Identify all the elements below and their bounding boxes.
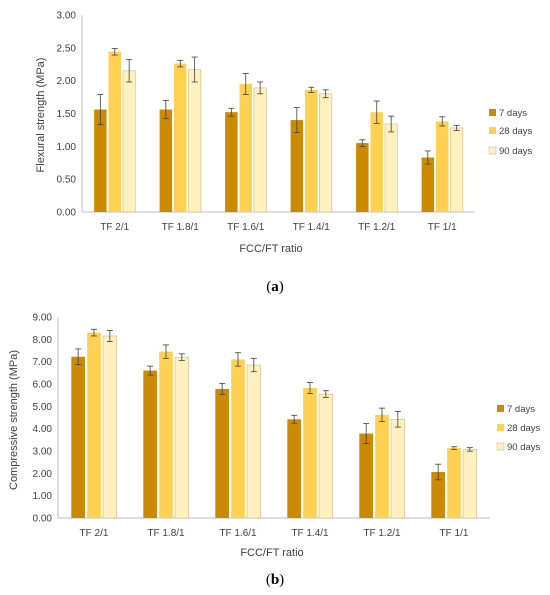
bar-90-days-tf-1-6-1 <box>253 87 267 213</box>
x-tick-label-flexural: TF 1.8/1 <box>162 222 200 233</box>
bar-90-days-tf-1-4-1 <box>318 393 333 519</box>
x-axis-title-compressive: FCC/FT ratio <box>240 547 303 559</box>
bar-7-days-tf-2-1 <box>71 356 85 518</box>
y-tick-label-compressive: 7.00 <box>33 357 53 368</box>
legend-swatch-28-days <box>497 424 504 431</box>
bar-7-days-tf-1-8-1 <box>143 370 157 518</box>
x-axis-title-flexural: FCC/FT ratio <box>239 243 302 255</box>
legend-label-28-days: 28 days <box>499 126 533 137</box>
panel-caption-b: (b) <box>266 572 284 588</box>
bar-90-days-tf-2-1 <box>122 70 136 213</box>
bar-7-days-tf-1-2-1 <box>359 433 373 518</box>
bar-28-days-tf-1-8-1 <box>174 63 187 212</box>
x-tick-label-compressive: TF 1.8/1 <box>147 528 185 539</box>
y-tick-label-compressive: 8.00 <box>33 335 53 346</box>
y-tick-label-flexural: 0.00 <box>57 208 77 219</box>
y-tick-label-compressive: 4.00 <box>33 424 53 435</box>
legend-swatch-90-days <box>488 146 497 155</box>
y-tick-label-compressive: 2.00 <box>33 469 53 480</box>
bar-7-days-tf-1-6-1 <box>225 112 238 212</box>
x-tick-label-flexural: TF 1.6/1 <box>227 222 265 233</box>
panel-label-a: a <box>271 279 279 295</box>
y-tick-label-flexural: 2.00 <box>57 76 77 87</box>
bar-90-days-tf-1-8-1 <box>188 69 202 213</box>
y-tick-label-flexural: 1.00 <box>57 142 77 153</box>
bar-7-days-tf-1-1 <box>421 157 435 212</box>
y-tick-label-compressive: 1.00 <box>33 491 53 502</box>
legend-compressive: 7 days 28 days 90 days <box>496 404 541 453</box>
y-axis-title-compressive: Compressive strength (MPa) <box>8 350 20 490</box>
x-tick-label-compressive: TF 1.6/1 <box>219 528 257 539</box>
bar-90-days-tf-1-2-1 <box>384 123 398 213</box>
bar-28-days-tf-1-2-1 <box>375 414 389 518</box>
x-tick-label-compressive: TF 1.2/1 <box>363 528 401 539</box>
y-tick-label-compressive: 0.00 <box>33 514 53 525</box>
y-tick-label-compressive: 3.00 <box>33 447 53 458</box>
legend-label-90-days: 90 days <box>499 146 533 157</box>
bar-28-days-tf-1-8-1 <box>159 351 173 518</box>
bar-7-days-tf-1-1 <box>431 471 445 518</box>
bar-7-days-tf-1-6-1 <box>215 388 229 518</box>
bar-28-days-tf-1-6-1 <box>231 359 245 518</box>
x-tick-label-flexural: TF 1.4/1 <box>293 222 331 233</box>
flexural-strength-chart: Flexural strength (MPa) FCC/FT ratio 7 d… <box>35 11 533 296</box>
y-tick-label-flexural: 1.50 <box>57 109 77 120</box>
legend-label-90-days: 90 days <box>507 442 541 453</box>
bar-90-days-tf-1-1 <box>462 449 477 519</box>
y-tick-label-flexural: 0.50 <box>57 175 77 186</box>
legend-swatch-90-days <box>496 442 505 451</box>
y-axis-title-flexural: Flexural strength (MPa) <box>35 58 47 173</box>
legend-flexural: 7 days 28 days 90 days <box>488 108 533 157</box>
legend-swatch-7-days <box>497 405 504 412</box>
x-tick-label-compressive: TF 1.4/1 <box>291 528 329 539</box>
bar-7-days-tf-1-4-1 <box>287 419 301 518</box>
bar-28-days-tf-2-1 <box>87 332 101 518</box>
bar-90-days-tf-1-4-1 <box>319 93 333 213</box>
panel-label-b: b <box>271 572 279 588</box>
y-tick-label-flexural: 2.50 <box>57 43 77 54</box>
legend-label-7-days: 7 days <box>499 108 527 119</box>
bar-28-days-tf-1-4-1 <box>303 388 317 518</box>
bar-7-days-tf-1-2-1 <box>356 143 369 212</box>
bar-90-days-tf-2-1 <box>102 335 117 519</box>
x-tick-label-flexural: TF 1/1 <box>428 222 457 233</box>
bar-90-days-tf-1-1 <box>450 127 464 213</box>
bar-90-days-tf-1-2-1 <box>390 419 405 519</box>
legend-label-7-days: 7 days <box>507 404 535 415</box>
bar-28-days-tf-2-1 <box>108 51 121 213</box>
bar-28-days-tf-1-2-1 <box>370 112 383 212</box>
bar-28-days-tf-1-4-1 <box>305 89 318 212</box>
compressive-strength-chart: Compressive strength (MPa) FCC/FT ratio … <box>8 313 541 589</box>
bar-7-days-tf-1-8-1 <box>159 109 173 212</box>
legend-label-28-days: 28 days <box>507 423 541 434</box>
x-tick-label-flexural: TF 2/1 <box>100 222 129 233</box>
y-tick-label-compressive: 5.00 <box>33 402 53 413</box>
x-tick-label-flexural: TF 1.2/1 <box>358 222 396 233</box>
bar-90-days-tf-1-8-1 <box>174 356 189 519</box>
bar-28-days-tf-1-6-1 <box>239 83 252 212</box>
bar-28-days-tf-1-1 <box>447 448 461 518</box>
y-tick-label-flexural: 3.00 <box>57 11 77 22</box>
bar-90-days-tf-1-6-1 <box>246 364 261 519</box>
bar-7-days-tf-2-1 <box>94 109 107 212</box>
x-tick-label-compressive: TF 1/1 <box>440 528 469 539</box>
bar-28-days-tf-1-1 <box>436 121 449 212</box>
panel-caption-a: (a) <box>266 279 284 295</box>
x-tick-label-compressive: TF 2/1 <box>80 528 109 539</box>
legend-swatch-7-days <box>489 109 496 116</box>
y-tick-label-compressive: 9.00 <box>33 313 53 324</box>
y-tick-label-compressive: 6.00 <box>33 380 53 391</box>
legend-swatch-28-days <box>489 127 496 134</box>
bar-7-days-tf-1-4-1 <box>290 120 304 212</box>
